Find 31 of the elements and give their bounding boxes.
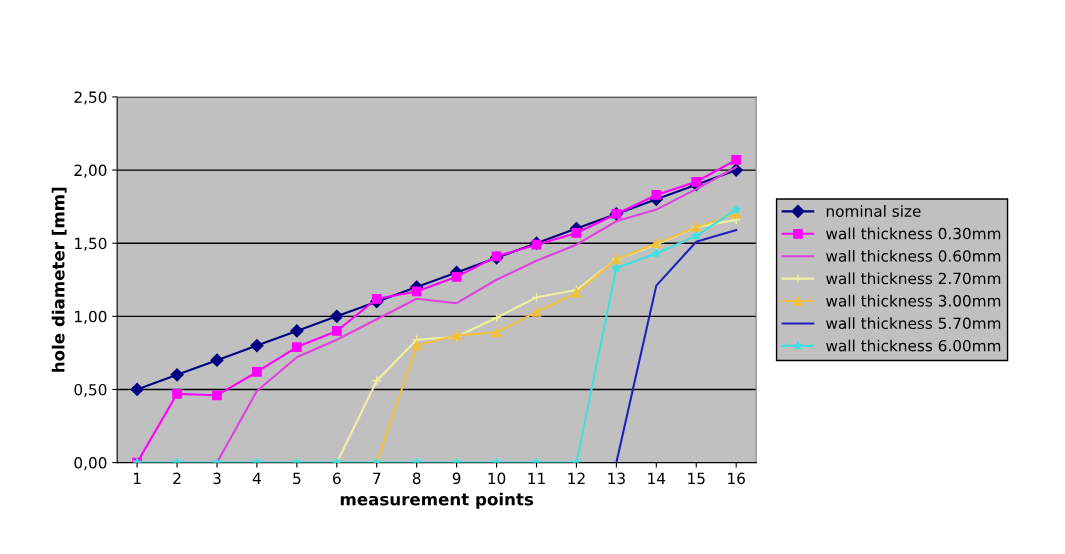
x-tick-label: 7 bbox=[373, 472, 381, 484]
y-tick-label: 2,00 bbox=[74, 164, 107, 178]
x-tick-label: 5 bbox=[293, 472, 301, 485]
x-tick-label: 13 bbox=[608, 472, 625, 485]
x-tick-label: 16 bbox=[728, 472, 745, 485]
x-axis-title: measurement points bbox=[340, 492, 534, 509]
x-tick-label: 8 bbox=[412, 472, 421, 485]
legend-label: wall thickness 2.70mm bbox=[826, 272, 1001, 285]
y-tick-label: 2,50 bbox=[74, 91, 107, 105]
legend-label: wall thickness 6.00mm bbox=[826, 339, 1001, 352]
x-tick-label: 14 bbox=[648, 472, 666, 484]
legend-label: wall thickness 3.00mm bbox=[826, 294, 1001, 307]
y-axis-title: hole diameter [mm] bbox=[51, 187, 67, 372]
legend-label: wall thickness 5.70mm bbox=[826, 317, 1001, 330]
x-tick-label: 1 bbox=[133, 472, 141, 484]
legend-label: wall thickness 0.60mm bbox=[826, 249, 1001, 262]
x-tick-label: 9 bbox=[452, 472, 461, 485]
x-tick-label: 4 bbox=[252, 472, 261, 484]
x-tick-label: 10 bbox=[488, 472, 506, 485]
y-tick-label: 0,50 bbox=[74, 383, 107, 398]
x-tick-label: 2 bbox=[173, 472, 181, 484]
x-tick-label: 11 bbox=[528, 472, 545, 484]
y-tick-label: 0,00 bbox=[74, 457, 107, 471]
x-tick-label: 15 bbox=[688, 472, 705, 485]
y-tick-label: 1,00 bbox=[75, 310, 107, 324]
x-tick-label: 6 bbox=[333, 472, 341, 485]
y-tick-label: 1,50 bbox=[75, 237, 107, 251]
legend-label: nominal size bbox=[826, 205, 921, 217]
x-tick-label: 12 bbox=[568, 472, 585, 484]
x-tick-label: 3 bbox=[213, 472, 221, 485]
legend-label: wall thickness 0.30mm bbox=[826, 227, 1001, 240]
